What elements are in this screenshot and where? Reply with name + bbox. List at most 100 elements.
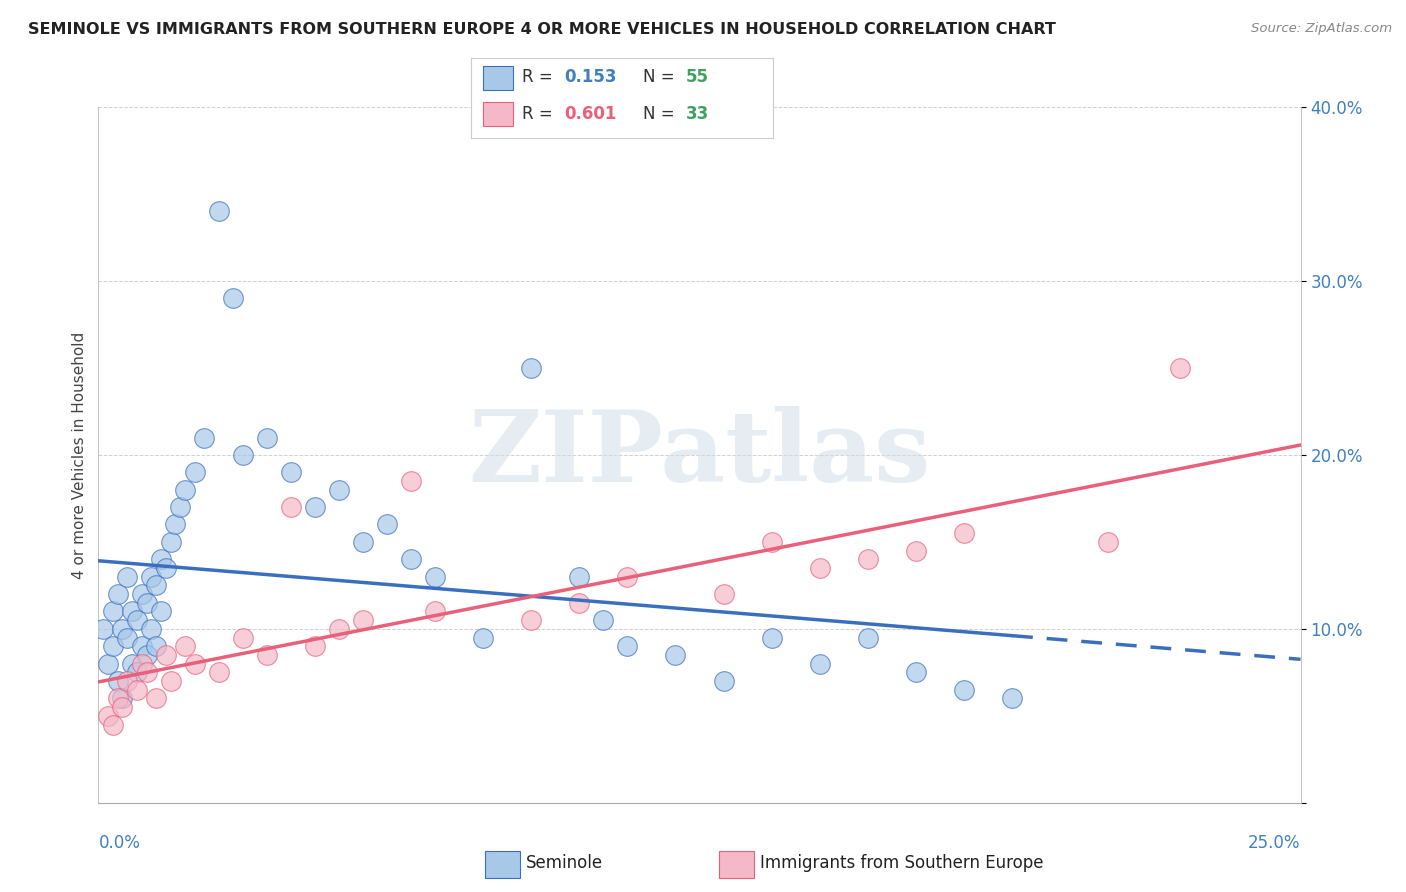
- Seminole: [222, 291, 245, 305]
- Immigrants from Southern Europe: [232, 631, 254, 645]
- Seminole: [135, 596, 157, 610]
- Immigrants from Southern Europe: [174, 639, 197, 653]
- Immigrants from Southern Europe: [520, 613, 543, 627]
- Seminole: [232, 448, 254, 462]
- Seminole: [125, 613, 148, 627]
- Seminole: [101, 605, 124, 619]
- Immigrants from Southern Europe: [107, 691, 129, 706]
- Seminole: [125, 665, 148, 680]
- Seminole: [904, 665, 927, 680]
- Immigrants from Southern Europe: [159, 674, 181, 689]
- Immigrants from Southern Europe: [856, 552, 879, 566]
- Seminole: [141, 622, 163, 636]
- Seminole: [141, 570, 163, 584]
- Immigrants from Southern Europe: [145, 691, 167, 706]
- Immigrants from Southern Europe: [135, 665, 157, 680]
- Seminole: [159, 534, 181, 549]
- Immigrants from Southern Europe: [953, 526, 976, 541]
- Seminole: [1001, 691, 1024, 706]
- Immigrants from Southern Europe: [256, 648, 278, 662]
- Immigrants from Southern Europe: [208, 665, 231, 680]
- Seminole: [121, 657, 143, 671]
- Bar: [484, 103, 513, 126]
- Text: 0.601: 0.601: [565, 105, 617, 123]
- Seminole: [375, 517, 398, 532]
- Bar: [484, 66, 513, 90]
- Seminole: [107, 587, 129, 601]
- Seminole: [304, 500, 326, 514]
- Text: SEMINOLE VS IMMIGRANTS FROM SOUTHERN EUROPE 4 OR MORE VEHICLES IN HOUSEHOLD CORR: SEMINOLE VS IMMIGRANTS FROM SOUTHERN EUR…: [28, 22, 1056, 37]
- Seminole: [111, 622, 134, 636]
- Immigrants from Southern Europe: [399, 474, 422, 488]
- Text: ZIPatlas: ZIPatlas: [468, 407, 931, 503]
- Immigrants from Southern Europe: [183, 657, 205, 671]
- Immigrants from Southern Europe: [808, 561, 831, 575]
- Seminole: [328, 483, 350, 497]
- Immigrants from Southern Europe: [568, 596, 591, 610]
- Seminole: [399, 552, 422, 566]
- Seminole: [145, 578, 167, 592]
- Seminole: [117, 570, 139, 584]
- Seminole: [713, 674, 735, 689]
- Seminole: [169, 500, 191, 514]
- Bar: [485, 851, 520, 878]
- Y-axis label: 4 or more Vehicles in Household: 4 or more Vehicles in Household: [72, 331, 87, 579]
- Immigrants from Southern Europe: [616, 570, 638, 584]
- Seminole: [135, 648, 157, 662]
- Immigrants from Southern Europe: [304, 639, 326, 653]
- Text: N =: N =: [644, 105, 675, 123]
- Seminole: [423, 570, 446, 584]
- Bar: [720, 851, 754, 878]
- Seminole: [193, 430, 215, 444]
- Immigrants from Southern Europe: [125, 682, 148, 697]
- Text: Source: ZipAtlas.com: Source: ZipAtlas.com: [1251, 22, 1392, 36]
- Text: N =: N =: [644, 69, 675, 87]
- Seminole: [149, 605, 172, 619]
- Seminole: [155, 561, 177, 575]
- Immigrants from Southern Europe: [97, 708, 120, 723]
- Immigrants from Southern Europe: [1170, 360, 1192, 375]
- Text: 33: 33: [686, 105, 709, 123]
- Seminole: [472, 631, 495, 645]
- Seminole: [953, 682, 976, 697]
- Seminole: [107, 674, 129, 689]
- Seminole: [280, 466, 302, 480]
- Immigrants from Southern Europe: [761, 534, 783, 549]
- Text: 55: 55: [686, 69, 709, 87]
- Seminole: [145, 639, 167, 653]
- Immigrants from Southern Europe: [280, 500, 302, 514]
- Text: R =: R =: [523, 105, 553, 123]
- Text: R =: R =: [523, 69, 553, 87]
- Text: 0.153: 0.153: [565, 69, 617, 87]
- Seminole: [131, 639, 153, 653]
- Immigrants from Southern Europe: [423, 605, 446, 619]
- Seminole: [101, 639, 124, 653]
- Seminole: [174, 483, 197, 497]
- Immigrants from Southern Europe: [155, 648, 177, 662]
- Text: 25.0%: 25.0%: [1249, 834, 1301, 852]
- Immigrants from Southern Europe: [328, 622, 350, 636]
- Text: Immigrants from Southern Europe: Immigrants from Southern Europe: [761, 854, 1043, 872]
- Seminole: [165, 517, 187, 532]
- Immigrants from Southern Europe: [713, 587, 735, 601]
- Seminole: [808, 657, 831, 671]
- Immigrants from Southern Europe: [131, 657, 153, 671]
- Seminole: [664, 648, 686, 662]
- Seminole: [117, 631, 139, 645]
- Seminole: [520, 360, 543, 375]
- Seminole: [256, 430, 278, 444]
- Seminole: [131, 587, 153, 601]
- Seminole: [183, 466, 205, 480]
- Seminole: [568, 570, 591, 584]
- Text: Seminole: Seminole: [526, 854, 603, 872]
- Seminole: [856, 631, 879, 645]
- Immigrants from Southern Europe: [101, 717, 124, 731]
- Seminole: [208, 204, 231, 219]
- Seminole: [111, 691, 134, 706]
- Immigrants from Southern Europe: [904, 543, 927, 558]
- Seminole: [91, 622, 114, 636]
- Text: 0.0%: 0.0%: [98, 834, 141, 852]
- Seminole: [149, 552, 172, 566]
- Immigrants from Southern Europe: [117, 674, 139, 689]
- Seminole: [352, 534, 374, 549]
